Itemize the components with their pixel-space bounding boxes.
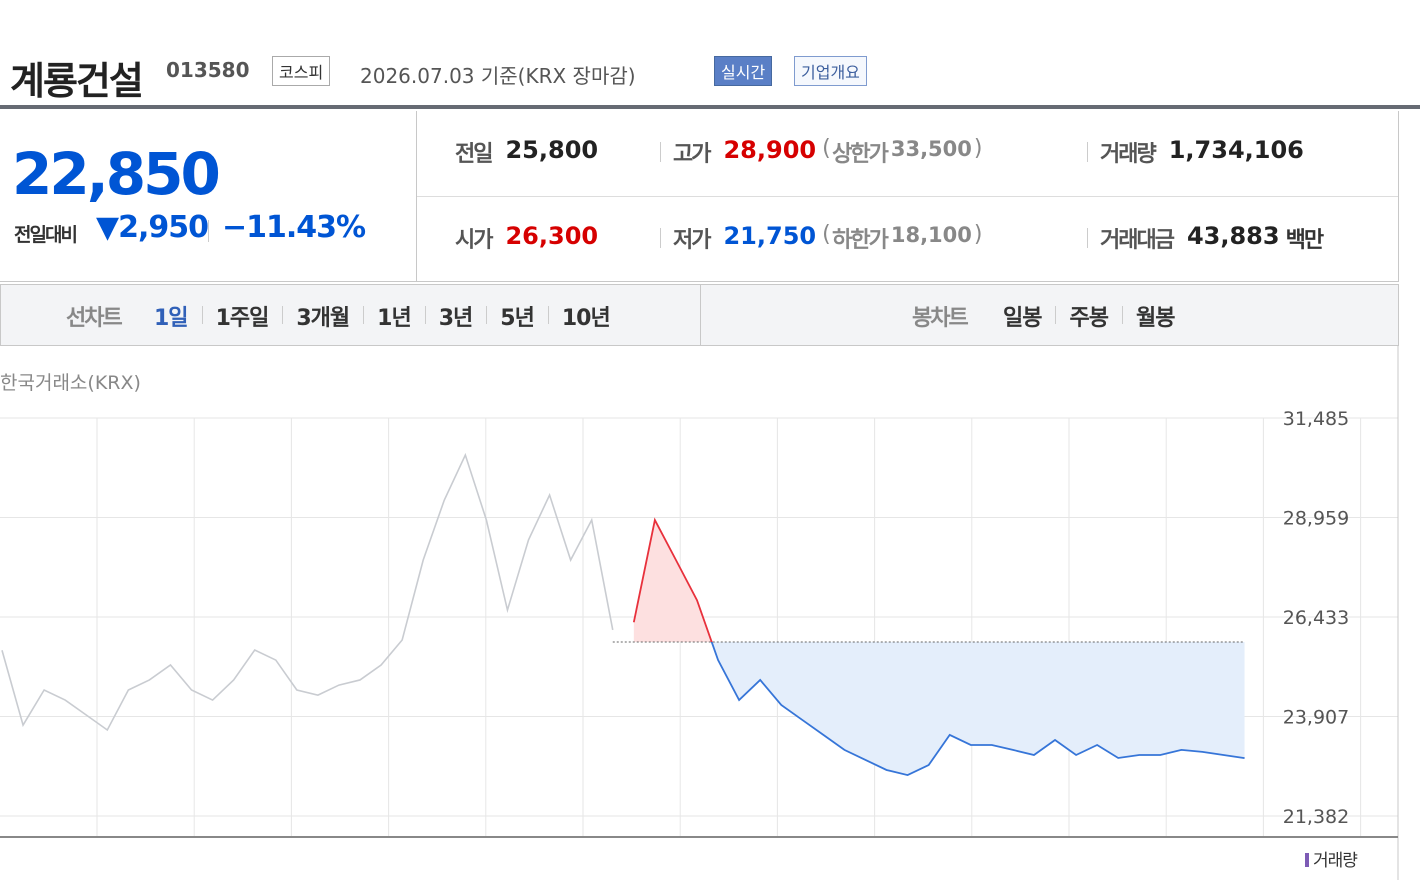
divider — [547, 306, 549, 324]
quote-box — [0, 111, 417, 282]
chart-source: 한국거래소(KRX) — [0, 372, 141, 394]
stat-value: 21,750 — [723, 222, 817, 250]
y-tick-label: 31,485 — [1283, 408, 1349, 430]
stat-value: 1,734,106 — [1168, 136, 1304, 164]
volume-legend-swatch — [1305, 853, 1309, 867]
divider — [1087, 142, 1088, 162]
tab[interactable]: 10년 — [561, 306, 611, 331]
separator — [0, 105, 1420, 109]
divider — [208, 220, 209, 242]
stat-label: 시가 — [455, 228, 494, 253]
stock-name: 계룡건설 — [10, 59, 144, 103]
y-tick-label: 21,382 — [1283, 806, 1349, 828]
stock-code: 013580 — [166, 58, 250, 82]
tab-group-label: 봉차트 — [912, 306, 969, 331]
realtime-button[interactable]: 실시간 — [714, 56, 773, 86]
limit-value: 18,100 — [890, 223, 972, 247]
stat-label: 거래량 — [1100, 142, 1157, 167]
tab[interactable]: 월봉 — [1135, 306, 1175, 331]
divider — [660, 228, 661, 248]
volume-label: 거래량 — [1313, 851, 1358, 871]
paren: ) — [973, 222, 983, 247]
tab-bar — [0, 284, 1399, 346]
tab[interactable]: 5년 — [500, 306, 535, 331]
y-tick-label: 26,433 — [1283, 607, 1349, 629]
limit-value: 33,500 — [890, 137, 972, 161]
area-down — [633, 641, 1245, 776]
stat-value: 43,883 — [1186, 222, 1280, 250]
divider — [417, 196, 1398, 197]
divider — [660, 142, 661, 162]
tab[interactable]: 1일 — [154, 306, 189, 331]
divider — [201, 306, 203, 324]
limit-label: 상한가 — [832, 142, 889, 167]
divider — [486, 306, 488, 324]
y-tick-label: 23,907 — [1283, 707, 1349, 729]
divider — [1055, 306, 1057, 324]
market-badge: 코스피 — [272, 56, 331, 86]
divider — [700, 285, 701, 345]
divider — [363, 306, 365, 324]
stat-label: 거래대금 — [1100, 228, 1175, 253]
stat-label: 전일 — [455, 142, 494, 167]
limit-label: 하한가 — [832, 228, 889, 253]
date-info: 2026.07.03 기준(KRX 장마감) — [360, 64, 636, 88]
stat-unit: 백만 — [1285, 228, 1325, 253]
area-up — [633, 520, 712, 642]
stat-value: 26,300 — [505, 222, 599, 250]
stat-value: 25,800 — [505, 136, 599, 164]
stats-box — [417, 111, 1399, 282]
y-tick-label: 28,959 — [1283, 508, 1349, 530]
tab[interactable]: 일봉 — [1003, 306, 1042, 331]
price: 22,850 — [12, 140, 221, 208]
change-rate: −11.43% — [222, 210, 366, 245]
company-button[interactable]: 기업개요 — [794, 56, 867, 86]
paren: ) — [973, 136, 983, 161]
paren: ( — [822, 222, 831, 247]
change: ▼2,950 — [96, 210, 209, 245]
tab[interactable]: 1주일 — [215, 306, 270, 331]
divider — [282, 306, 284, 324]
line-today-down — [710, 641, 1245, 777]
tab[interactable]: 주봉 — [1069, 306, 1108, 331]
stat-label: 고가 — [673, 142, 712, 167]
divider — [424, 306, 426, 324]
chart: 31,485 28,959 26,433 23,907 21,382 거래량 — [0, 345, 1399, 880]
tab[interactable]: 3년 — [438, 306, 474, 331]
divider — [1087, 228, 1088, 248]
tab-group-label: 선차트 — [66, 306, 123, 331]
paren: ( — [822, 136, 831, 161]
stat-label: 저가 — [673, 228, 712, 253]
change-label: 전일대비 — [14, 224, 78, 246]
stat-value: 28,900 — [723, 136, 817, 164]
tab[interactable]: 3개월 — [296, 306, 350, 331]
line-prev-day — [1, 452, 614, 732]
tab[interactable]: 1년 — [377, 306, 412, 331]
divider — [1121, 306, 1123, 324]
